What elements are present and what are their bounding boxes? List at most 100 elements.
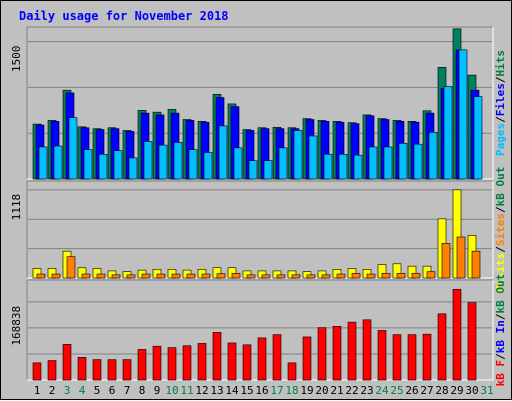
bar-kb-f-day-19 bbox=[302, 336, 312, 381]
bar-pages-day-5 bbox=[98, 153, 108, 180]
bar-pages-day-27 bbox=[428, 132, 438, 180]
x-tick-label-day-9: 9 bbox=[154, 384, 161, 397]
bar-sites-day-1 bbox=[36, 273, 46, 279]
legend-entry: kB Out bbox=[494, 167, 507, 207]
legend-entry: kB F bbox=[494, 360, 507, 387]
x-tick-label-day-29: 29 bbox=[450, 384, 463, 397]
x-tick-label-day-6: 6 bbox=[109, 384, 116, 397]
x-tick-label-day-31: 31 bbox=[480, 384, 493, 397]
legend-visits-sites: Visits/Sites/kB Out bbox=[494, 167, 507, 293]
bar-kb-f-day-21 bbox=[332, 325, 342, 381]
x-tick-label-day-30: 30 bbox=[465, 384, 478, 397]
bar-kb-f-day-26 bbox=[407, 334, 417, 381]
legend-entry: Sites bbox=[494, 213, 507, 246]
bar-kb-f-day-24 bbox=[377, 330, 387, 381]
bar-sites-day-8 bbox=[141, 273, 151, 279]
bar-pages-day-12 bbox=[203, 152, 213, 180]
x-tick-label-day-27: 27 bbox=[420, 384, 433, 397]
bar-pages-day-24 bbox=[383, 146, 393, 180]
bar-kb-f-day-13 bbox=[212, 332, 222, 381]
legend-kbin-kbf: kB F/kB In/kB Out bbox=[494, 274, 507, 387]
bar-kb-f-day-3 bbox=[62, 344, 72, 381]
plot-area-visits-sites bbox=[27, 181, 493, 278]
bar-sites-day-27 bbox=[426, 271, 436, 279]
bar-sites-day-2 bbox=[51, 273, 61, 279]
legend-entry: / bbox=[494, 206, 507, 213]
bar-sites-day-16 bbox=[261, 274, 271, 279]
bar-kb-f-day-18 bbox=[287, 362, 297, 381]
y-tick-label-hits-files-pages: 1500 bbox=[10, 46, 23, 73]
chart-title: Daily usage for November 2018 bbox=[19, 9, 229, 23]
bar-sites-day-4 bbox=[81, 273, 91, 279]
bar-sites-day-23 bbox=[366, 273, 376, 279]
legend-entry: / bbox=[494, 76, 507, 83]
bar-sites-day-25 bbox=[396, 272, 406, 279]
bar-sites-day-17 bbox=[276, 274, 286, 279]
bar-sites-day-20 bbox=[321, 274, 331, 279]
bar-sites-day-14 bbox=[231, 272, 241, 279]
x-tick-label-day-21: 21 bbox=[330, 384, 343, 397]
x-tick-label-day-10: 10 bbox=[165, 384, 178, 397]
bar-pages-day-4 bbox=[83, 149, 93, 180]
x-tick-label-day-26: 26 bbox=[405, 384, 418, 397]
bar-pages-day-16 bbox=[263, 160, 273, 180]
legend-hits-files-pages: Pages/Files/Hits bbox=[494, 50, 507, 156]
x-tick-label-day-17: 17 bbox=[270, 384, 283, 397]
legend-entry: / bbox=[494, 246, 507, 253]
bar-pages-day-9 bbox=[158, 144, 168, 180]
bar-kb-f-day-10 bbox=[167, 347, 177, 381]
bar-sites-day-21 bbox=[336, 273, 346, 279]
bar-pages-day-21 bbox=[338, 153, 348, 180]
bar-pages-day-15 bbox=[248, 160, 258, 180]
bar-pages-day-8 bbox=[143, 141, 153, 180]
bar-pages-day-7 bbox=[128, 157, 138, 180]
bar-pages-day-30 bbox=[473, 96, 483, 180]
bar-sites-day-22 bbox=[351, 272, 361, 279]
bar-kb-f-day-17 bbox=[272, 334, 282, 381]
x-tick-label-day-16: 16 bbox=[255, 384, 268, 397]
bar-kb-f-day-7 bbox=[122, 359, 132, 381]
x-tick-label-day-25: 25 bbox=[390, 384, 403, 397]
legend-entry: / bbox=[494, 116, 507, 123]
legend-entry: / bbox=[494, 313, 507, 320]
bar-kb-f-day-4 bbox=[77, 357, 87, 381]
x-tick-label-day-22: 22 bbox=[345, 384, 358, 397]
y-tick-label-kbin-kbf: 168838 bbox=[10, 306, 23, 346]
x-tick-label-day-20: 20 bbox=[315, 384, 328, 397]
bar-pages-day-25 bbox=[398, 142, 408, 180]
bar-pages-day-3 bbox=[68, 117, 78, 180]
bar-sites-day-18 bbox=[291, 274, 301, 279]
bar-kb-f-day-25 bbox=[392, 334, 402, 381]
bar-sites-day-9 bbox=[156, 273, 166, 279]
bar-kb-f-day-29 bbox=[452, 288, 462, 381]
bar-kb-f-day-16 bbox=[257, 337, 267, 381]
x-tick-label-day-5: 5 bbox=[94, 384, 101, 397]
bar-sites-day-5 bbox=[96, 273, 106, 279]
x-tick-label-day-19: 19 bbox=[300, 384, 313, 397]
bar-pages-day-19 bbox=[308, 135, 318, 180]
bar-kb-f-day-28 bbox=[437, 313, 447, 381]
bar-sites-day-3 bbox=[66, 256, 76, 279]
x-tick-label-day-15: 15 bbox=[240, 384, 253, 397]
bar-sites-day-26 bbox=[411, 272, 421, 279]
legend-entry: kB In bbox=[494, 320, 507, 353]
bar-kb-f-day-8 bbox=[137, 349, 147, 381]
bar-kb-f-day-1 bbox=[32, 362, 42, 381]
legend-entry: / bbox=[494, 353, 507, 360]
bar-pages-day-11 bbox=[188, 149, 198, 180]
bar-sites-day-28 bbox=[441, 243, 451, 279]
bar-pages-day-17 bbox=[278, 147, 288, 180]
legend-entry: Visits bbox=[494, 253, 507, 293]
bar-pages-day-2 bbox=[53, 145, 63, 180]
x-tick-label-day-12: 12 bbox=[195, 384, 208, 397]
bar-pages-day-14 bbox=[233, 147, 243, 180]
bar-pages-day-23 bbox=[368, 146, 378, 180]
bar-sites-day-7 bbox=[126, 274, 136, 279]
x-tick-label-day-2: 2 bbox=[49, 384, 56, 397]
bar-kb-f-day-5 bbox=[92, 359, 102, 381]
bar-kb-f-day-12 bbox=[197, 343, 207, 381]
bar-kb-f-day-11 bbox=[182, 345, 192, 381]
x-tick-label-day-8: 8 bbox=[139, 384, 146, 397]
bar-pages-day-18 bbox=[293, 130, 303, 180]
